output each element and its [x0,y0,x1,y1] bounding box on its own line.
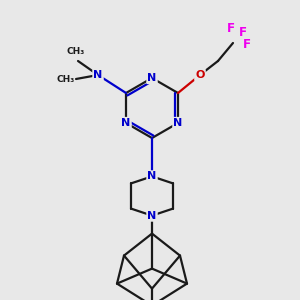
Text: N: N [147,73,157,83]
Text: N: N [93,70,103,80]
Text: N: N [122,118,130,128]
Text: CH₃: CH₃ [57,74,75,83]
Text: N: N [147,211,157,220]
Text: F: F [227,22,235,34]
Text: F: F [243,38,251,52]
Text: N: N [173,118,183,128]
Text: F: F [239,26,247,40]
Text: O: O [195,70,205,80]
Text: N: N [147,171,157,182]
Text: CH₃: CH₃ [67,47,85,56]
